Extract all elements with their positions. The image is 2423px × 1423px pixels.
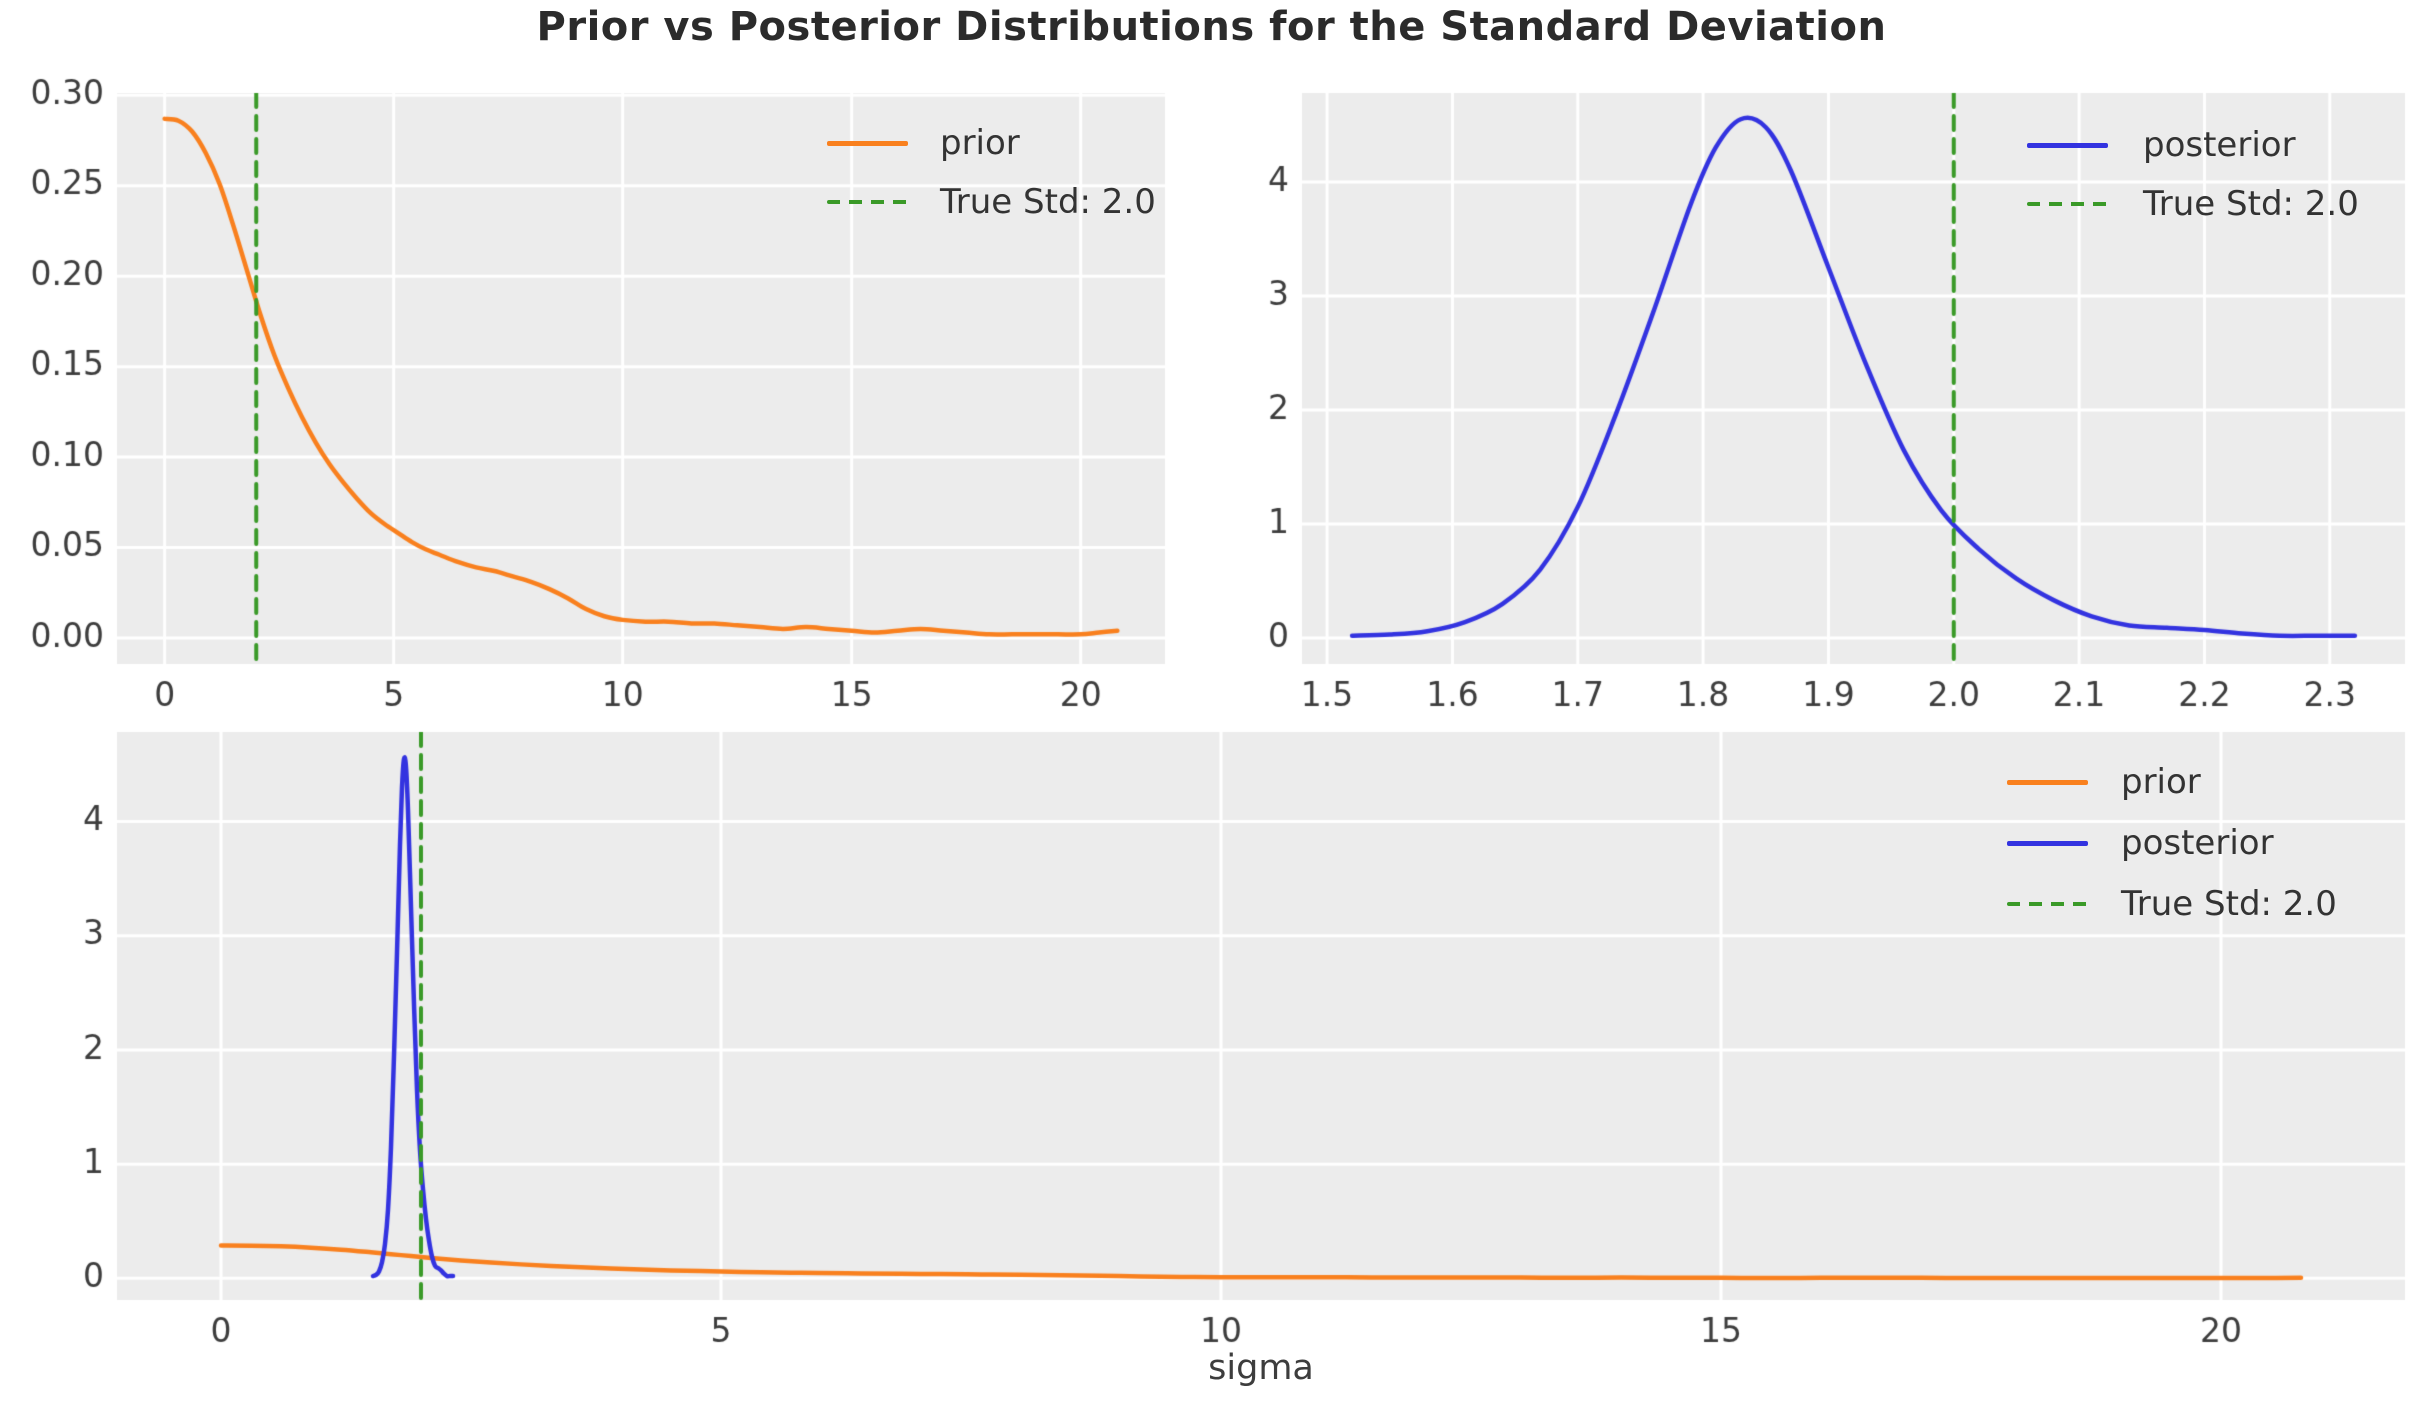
legend-line-swatch	[2027, 142, 2108, 148]
legend-label: True Std: 2.0	[2143, 184, 2359, 224]
legend-label: posterior	[2121, 823, 2274, 863]
x-axis-label-sigma: sigma	[1208, 1348, 1314, 1388]
legend-item-top_right-true-std-2-0: True Std: 2.0	[2027, 180, 2359, 228]
legend-line-swatch	[2007, 840, 2088, 846]
legend-dashed-line-swatch	[2027, 201, 2108, 207]
legend-item-bottom-true-std-2-0: True Std: 2.0	[2007, 880, 2337, 928]
legend-line-swatch	[827, 140, 908, 146]
legend-label: True Std: 2.0	[940, 182, 1156, 222]
legend-dashed-line-swatch	[827, 199, 908, 205]
legend-dashed-line-swatch	[2007, 901, 2088, 907]
figure-title: Prior vs Posterior Distributions for the…	[536, 4, 1887, 50]
legend-item-top_right-posterior: posterior	[2027, 121, 2296, 169]
legend-label: prior	[940, 123, 1020, 163]
legend-item-top_left-prior: prior	[827, 119, 1020, 167]
legend-line-swatch	[2007, 779, 2088, 785]
legend-label: True Std: 2.0	[2121, 884, 2337, 924]
legend-item-top_left-true-std-2-0: True Std: 2.0	[827, 178, 1156, 226]
legend-item-bottom-posterior: posterior	[2007, 819, 2274, 867]
legend-label: posterior	[2143, 125, 2296, 165]
legend-label: prior	[2121, 762, 2201, 802]
legend-item-bottom-prior: prior	[2007, 758, 2201, 806]
